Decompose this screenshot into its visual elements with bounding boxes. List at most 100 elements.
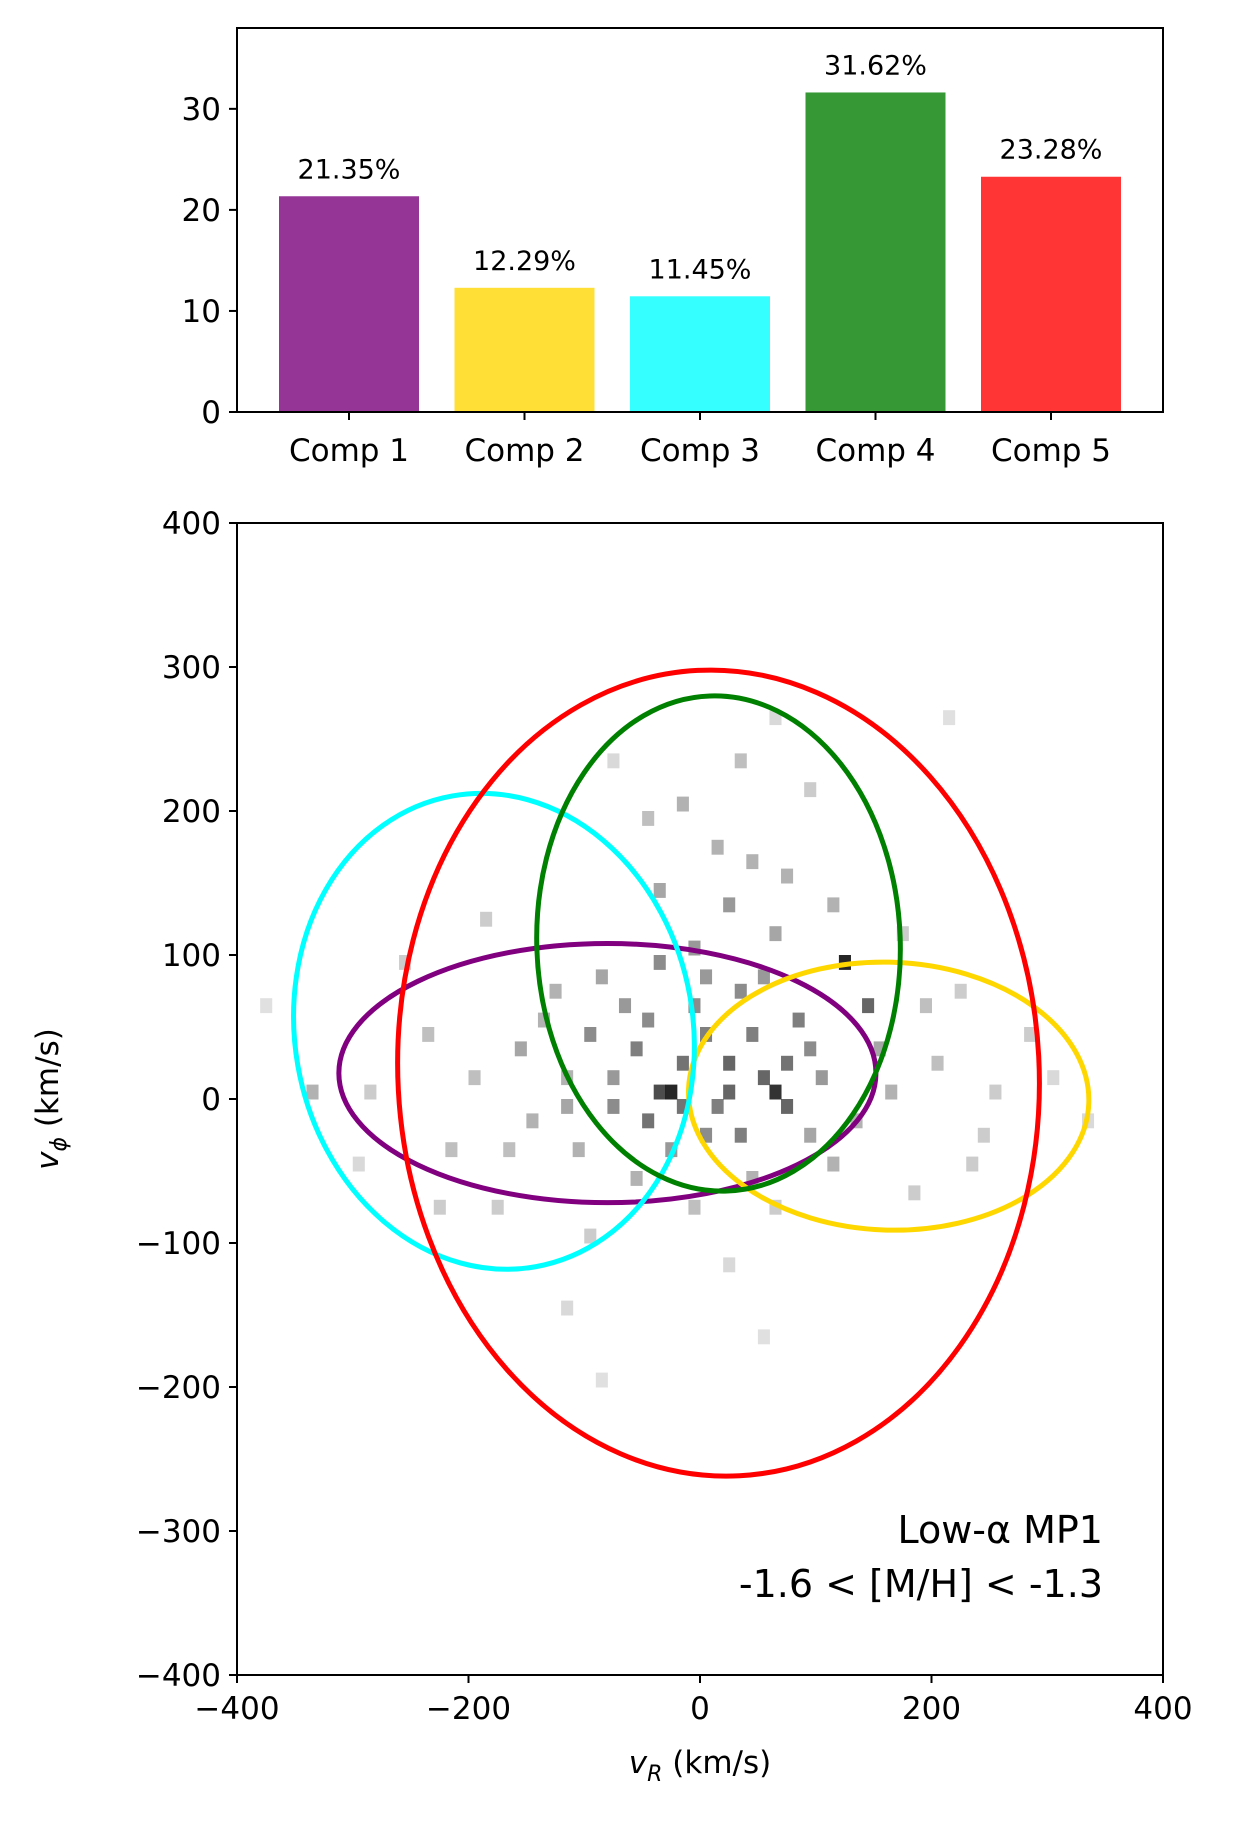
histogram-cell bbox=[700, 969, 713, 985]
histogram-cell bbox=[526, 1113, 539, 1129]
histogram-cell bbox=[595, 969, 608, 985]
histogram-cell bbox=[885, 1084, 898, 1100]
histogram-cell bbox=[595, 1372, 608, 1388]
histogram-cell bbox=[919, 998, 932, 1014]
y-tick-label-2: −200 bbox=[136, 1370, 221, 1406]
histogram-cell bbox=[966, 1156, 979, 1172]
histogram-cell bbox=[723, 1084, 736, 1100]
histogram-cell bbox=[769, 926, 782, 942]
histogram-cell bbox=[653, 955, 666, 970]
histogram-cell bbox=[445, 1142, 458, 1158]
bar-value-label-4: 31.62% bbox=[824, 50, 927, 81]
histogram-cell bbox=[260, 998, 273, 1014]
histogram-cell bbox=[804, 1127, 817, 1143]
histogram-cell bbox=[653, 883, 666, 898]
histogram-cell bbox=[1047, 1070, 1060, 1086]
histogram-cell bbox=[676, 1055, 689, 1071]
histogram-cell bbox=[549, 983, 562, 999]
histogram-cell bbox=[665, 1084, 678, 1100]
y-tick-label-6: 200 bbox=[162, 794, 221, 830]
histogram-cell bbox=[723, 897, 736, 913]
histogram-cell bbox=[757, 1070, 770, 1086]
histogram-cell bbox=[306, 1084, 319, 1100]
histogram-cell bbox=[468, 1070, 481, 1086]
histogram-cell bbox=[757, 1329, 770, 1345]
histogram-cell bbox=[827, 897, 840, 913]
histogram-cell bbox=[711, 1099, 724, 1114]
ellipse-comp-4 bbox=[534, 693, 903, 1194]
bar-category-label-4: Comp 4 bbox=[815, 433, 935, 469]
histogram-cell bbox=[607, 1070, 620, 1086]
velocity-y-axis: −400 −300 −200 −100 0 100 200 300 400 bbox=[136, 506, 237, 1694]
bar-y-tick-label-2: 20 bbox=[182, 193, 221, 229]
histogram-cell bbox=[711, 839, 724, 855]
histogram-cell bbox=[642, 811, 655, 826]
bar-y-tick-label-1: 10 bbox=[182, 294, 221, 330]
histogram-cell bbox=[804, 1041, 817, 1057]
histogram-cell bbox=[653, 1084, 666, 1100]
histogram-cell bbox=[607, 753, 620, 769]
histogram-cell bbox=[734, 753, 747, 769]
histogram-cell bbox=[931, 1055, 944, 1071]
histogram-cell bbox=[769, 1084, 782, 1100]
bar-value-label-3: 11.45% bbox=[649, 254, 752, 285]
histogram-cell bbox=[491, 1199, 504, 1215]
histogram-cell bbox=[792, 1012, 805, 1028]
y-tick-label-5: 100 bbox=[162, 938, 221, 974]
y-axis-label-subscript: ϕ bbox=[47, 1137, 72, 1152]
ellipse-comp-3 bbox=[291, 790, 697, 1272]
ellipse-comp-5 bbox=[395, 667, 1042, 1479]
histogram-cell bbox=[862, 998, 875, 1014]
bar-y-axis: 0 10 20 30 bbox=[182, 92, 237, 431]
histogram-cell bbox=[618, 998, 632, 1014]
velocity-plot-frame bbox=[236, 522, 1164, 1676]
histogram-cell bbox=[422, 1027, 435, 1042]
bar-3 bbox=[630, 296, 770, 412]
histogram-cell bbox=[943, 710, 956, 726]
y-tick-label-3: −100 bbox=[136, 1226, 221, 1262]
histogram-cell bbox=[781, 1099, 794, 1114]
x-axis-label-subscript: R bbox=[647, 1762, 662, 1787]
bar-5 bbox=[981, 176, 1121, 412]
x-tick-label-3: 200 bbox=[902, 1691, 961, 1727]
bar-value-label-5: 23.28% bbox=[1000, 135, 1103, 166]
histogram-cell bbox=[642, 1012, 655, 1028]
histogram-cell bbox=[584, 1228, 597, 1244]
bar-category-label-3: Comp 3 bbox=[640, 433, 760, 469]
histogram-cell bbox=[827, 1156, 840, 1172]
x-tick-label-4: 400 bbox=[1133, 1691, 1192, 1727]
y-tick-label-1: −300 bbox=[136, 1514, 221, 1550]
x-axis-label-symbol: v bbox=[629, 1745, 648, 1781]
bar-value-label-1: 21.35% bbox=[298, 154, 401, 185]
histogram-cell bbox=[781, 868, 794, 884]
bar-y-tick-label-0: 0 bbox=[201, 395, 221, 431]
histogram-cell bbox=[676, 796, 689, 812]
y-tick-label-7: 300 bbox=[162, 650, 221, 686]
histogram-cell bbox=[989, 1084, 1002, 1100]
histogram-cell bbox=[746, 854, 759, 870]
histogram-cell bbox=[433, 1199, 446, 1215]
histogram-cell bbox=[954, 983, 967, 999]
x-tick-label-2: 0 bbox=[690, 1691, 710, 1727]
histogram-cell bbox=[746, 1027, 759, 1042]
bar-1 bbox=[279, 196, 419, 412]
histogram-cell bbox=[977, 1127, 990, 1143]
bar-4 bbox=[805, 92, 946, 412]
histogram-cell bbox=[352, 1156, 365, 1172]
bar-series bbox=[279, 92, 1121, 412]
y-tick-label-4: 0 bbox=[201, 1082, 221, 1118]
histogram-cell bbox=[607, 1099, 620, 1114]
bar-category-label-1: Comp 1 bbox=[289, 433, 409, 469]
y-tick-label-8: 400 bbox=[162, 506, 221, 542]
velocity-plot: −400 −200 0 200 400 −400 −300 −200 −100 0 100 200 3… bbox=[30, 506, 1193, 1787]
y-axis-label-symbol: v bbox=[30, 1151, 66, 1170]
x-axis-label: vR (km/s) bbox=[629, 1745, 771, 1787]
velocity-x-axis: −400 −200 0 200 400 bbox=[194, 1675, 1193, 1727]
component-ellipses bbox=[291, 667, 1092, 1479]
histogram-cell bbox=[757, 969, 770, 985]
bar-plot-frame bbox=[236, 27, 1164, 413]
y-tick-label-0: −400 bbox=[136, 1658, 221, 1694]
histogram-cell bbox=[514, 1041, 527, 1057]
bar-value-label-2: 12.29% bbox=[473, 246, 576, 277]
